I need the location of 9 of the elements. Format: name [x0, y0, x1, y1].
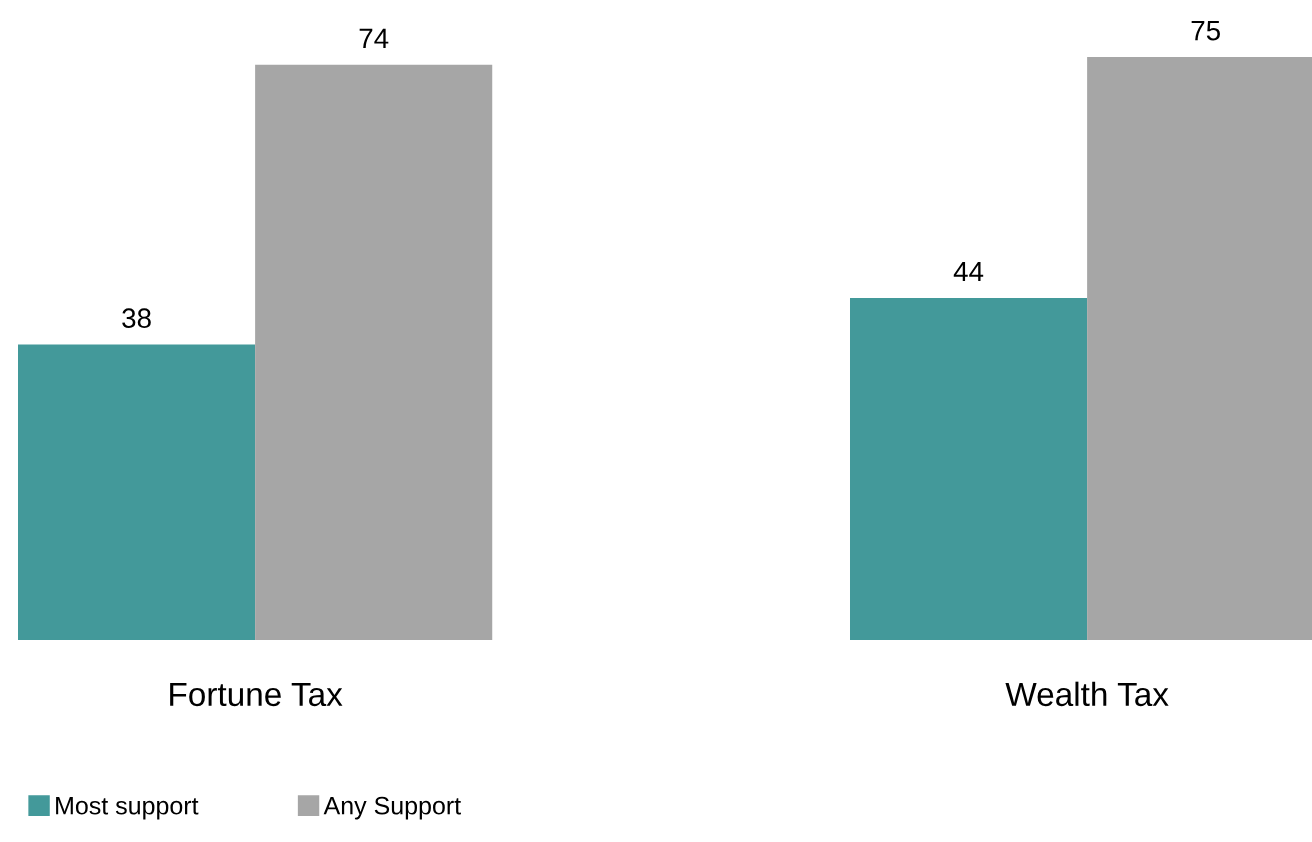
bar [18, 344, 256, 640]
data-label: 75 [1191, 21, 1220, 41]
x-tick-label: Wealth Tax [1005, 681, 1169, 707]
legend-label: Any Support [323, 796, 461, 820]
data-label: 74 [359, 28, 389, 48]
data-label: 38 [122, 308, 151, 329]
data-label: 44 [953, 261, 984, 282]
x-tick-label: Fortune Tax [170, 682, 343, 707]
legend-label: Most support [56, 797, 199, 820]
